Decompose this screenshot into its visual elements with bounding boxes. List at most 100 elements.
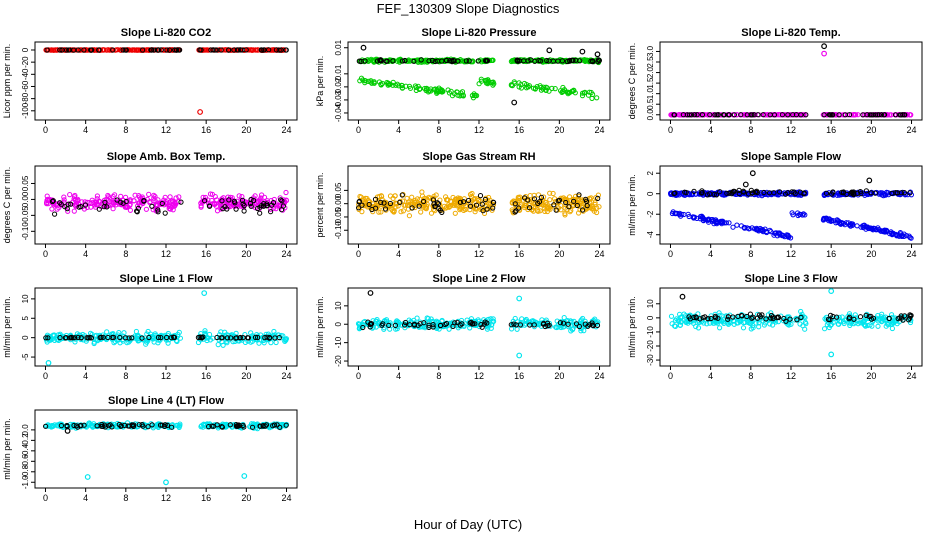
data-point — [167, 194, 173, 200]
y-tick-label: -30 — [646, 354, 655, 366]
plot-frame — [659, 287, 923, 367]
data-point — [135, 338, 141, 344]
data-point — [713, 218, 719, 224]
data-point — [744, 225, 750, 231]
data-point — [844, 191, 850, 197]
data-point — [851, 316, 857, 322]
data-point — [236, 193, 242, 199]
data-point — [484, 320, 490, 326]
x-tick-label: 24 — [595, 249, 605, 259]
data-point — [114, 197, 120, 203]
data-point — [418, 57, 424, 63]
data-point — [907, 112, 913, 118]
data-point — [219, 424, 225, 430]
data-point — [857, 189, 863, 195]
data-point — [421, 198, 427, 205]
data-point — [224, 335, 230, 341]
data-point — [886, 315, 892, 321]
data-point — [820, 217, 827, 223]
data-point — [224, 340, 230, 346]
data-point — [882, 229, 888, 235]
data-point — [873, 226, 879, 232]
series-magenta — [668, 50, 914, 118]
data-point — [428, 210, 435, 216]
data-point — [395, 319, 401, 325]
data-point — [276, 47, 282, 53]
data-point — [694, 112, 700, 118]
y-tick-label: 0.05 — [21, 175, 30, 191]
data-point — [842, 112, 848, 118]
y-tick-label: -40 — [21, 68, 30, 80]
data-point — [278, 197, 284, 203]
data-point — [98, 334, 104, 340]
data-point — [219, 424, 225, 430]
data-point — [821, 112, 827, 118]
data-point — [671, 112, 678, 118]
data-point — [783, 318, 789, 324]
data-point — [868, 190, 874, 196]
x-tick-label: 4 — [83, 125, 88, 135]
data-point — [270, 200, 277, 206]
data-point — [791, 189, 797, 195]
data-point — [803, 112, 809, 118]
data-point — [104, 47, 110, 53]
x-tick-label: 16 — [514, 125, 524, 135]
x-tick-label: 8 — [748, 125, 753, 135]
data-point — [566, 322, 572, 328]
data-point — [94, 202, 100, 208]
data-point — [248, 203, 254, 209]
data-point — [373, 205, 379, 211]
x-tick-label: 16 — [826, 371, 836, 381]
data-point — [568, 197, 574, 203]
y-tick-label: -2 — [646, 210, 655, 218]
data-point — [686, 112, 693, 118]
data-point — [697, 316, 703, 322]
data-point — [734, 320, 740, 326]
data-point — [846, 311, 853, 317]
data-point — [693, 323, 699, 330]
data-point — [488, 79, 494, 86]
data-point — [283, 422, 289, 428]
data-point — [890, 230, 896, 236]
data-point — [146, 191, 152, 197]
x-tick-label: 24 — [282, 371, 292, 381]
data-point — [705, 316, 711, 322]
data-point — [356, 205, 362, 211]
data-point — [437, 207, 443, 213]
panel-4: Slope Amb. Box Temp. degrees C per min. 0 4… — [2, 151, 298, 259]
data-point — [443, 194, 449, 200]
data-point — [700, 215, 706, 221]
data-point — [105, 192, 111, 199]
series-cyan — [43, 290, 289, 366]
data-point — [382, 206, 389, 212]
series-cyan — [668, 288, 914, 358]
y-tick-label: 0.05 — [334, 182, 343, 198]
data-point — [241, 208, 247, 214]
data-point — [481, 210, 488, 216]
data-point — [266, 335, 272, 341]
data-point — [416, 203, 422, 209]
outlier-point — [594, 51, 601, 58]
data-point — [132, 192, 138, 198]
series-cyan — [44, 420, 290, 486]
panel-10: Slope Line 4 (LT) Flow ml/min per min. 0 4 8… — [2, 395, 298, 503]
data-point — [176, 199, 182, 205]
data-point — [472, 209, 478, 215]
data-point — [467, 203, 474, 209]
data-point — [149, 47, 155, 53]
data-point — [513, 322, 519, 328]
data-point — [578, 318, 584, 324]
data-point — [141, 198, 147, 204]
data-point — [74, 198, 80, 204]
data-point — [475, 58, 481, 64]
data-point — [67, 192, 73, 198]
data-point — [208, 47, 214, 53]
data-point — [822, 316, 828, 322]
x-tick-label: 20 — [866, 125, 876, 135]
data-point — [750, 190, 756, 196]
data-point — [731, 188, 737, 194]
data-point — [406, 213, 412, 219]
data-point — [126, 335, 132, 341]
outlier-point — [241, 473, 248, 479]
data-point — [121, 330, 127, 336]
